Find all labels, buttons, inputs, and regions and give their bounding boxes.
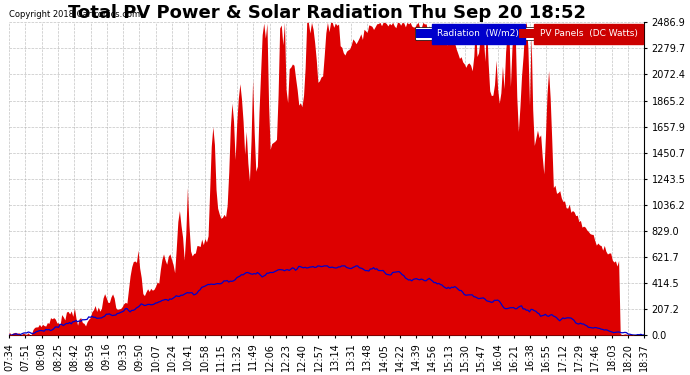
Title: Total PV Power & Solar Radiation Thu Sep 20 18:52: Total PV Power & Solar Radiation Thu Sep… <box>68 4 586 22</box>
Legend: Radiation  (W/m2), PV Panels  (DC Watts): Radiation (W/m2), PV Panels (DC Watts) <box>415 27 640 40</box>
Text: Copyright 2018 Cartronics.com: Copyright 2018 Cartronics.com <box>9 10 140 19</box>
